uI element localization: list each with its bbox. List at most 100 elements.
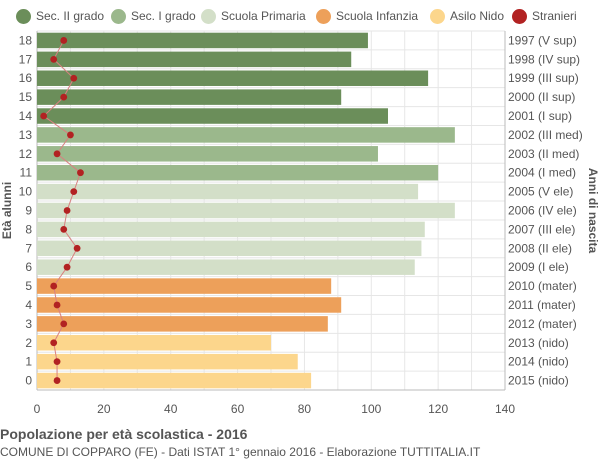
y-tick-label: 2 [25,336,32,350]
x-tick-label: 40 [164,402,178,416]
y-axis-title: Età alunni [0,182,14,239]
legend-swatch-scuola-primaria [201,8,216,24]
bar-age-2 [37,335,271,351]
legend-item-scuola-primaria[interactable]: Scuola Primaria [201,6,306,26]
y-axis-title-right: Anni di nascita [586,168,600,254]
bar-age-6 [37,259,415,275]
y-tick-label: 15 [19,90,33,104]
y-tick-label: 8 [25,222,32,236]
bar-age-4 [37,297,342,313]
bar-age-16 [37,70,429,86]
bar-age-0 [37,372,312,389]
legend-label-sec-ii-grado: Sec. II grado [36,9,105,23]
stranieri-point [63,263,71,271]
y-tick-label-right: 2007 (III ele) [508,222,575,236]
y-tick-label-right: 1998 (IV sup) [508,52,580,66]
stranieri-point [60,37,68,44]
stranieri-point [53,150,61,158]
bar-age-13 [37,127,455,143]
y-tick-label-right: 2008 (II ele) [508,241,572,255]
legend-swatch-asilo-nido [430,8,445,24]
y-tick-label-right: 2004 (I med) [508,166,576,180]
y-tick-label-right: 2010 (mater) [508,279,577,293]
x-tick-label: 140 [495,402,515,416]
y-tick-label: 10 [19,185,33,199]
y-tick-label-right: 2001 (I sup) [508,109,572,123]
bar-age-12 [37,146,378,162]
legend: Sec. II grado Sec. I grado Scuola Primar… [0,6,600,26]
y-tick-label-right: 2009 (I ele) [508,260,569,274]
bar-age-15 [37,89,342,105]
y-tick-label-right: 2015 (nido) [508,374,569,388]
y-tick-label: 14 [19,109,33,123]
legend-label-scuola-infanzia: Scuola Infanzia [336,9,419,23]
y-tick-label: 3 [25,317,32,331]
legend-swatch-stranieri [512,8,527,24]
bars [37,32,455,389]
bar-age-5 [37,278,332,294]
y-tick-label: 0 [25,374,32,388]
y-tick-label-right: 2002 (III med) [508,128,583,142]
x-tick-label: 20 [97,402,111,416]
stranieri-point [53,358,61,366]
y-tick-label: 4 [25,298,32,312]
bar-age-8 [37,221,425,238]
y-tick-label-right: 2005 (V ele) [508,185,573,199]
stranieri-point [53,377,61,384]
stranieri-point [50,339,58,347]
y-tick-label-right: 1999 (III sup) [508,71,579,85]
bar-age-7 [37,240,422,257]
stranieri-point [50,55,58,63]
y-tick-label-right: 2012 (mater) [508,317,577,331]
y-tick-label: 5 [25,279,32,293]
y-tick-label: 13 [19,128,33,142]
stranieri-point [70,188,78,196]
bar-age-18 [37,32,368,49]
y-tick-label-right: 2014 (nido) [508,355,569,369]
legend-item-sec-i-grado[interactable]: Sec. I grado [111,6,196,26]
legend-item-asilo-nido[interactable]: Asilo Nido [430,6,504,26]
y-tick-label: 7 [25,241,32,255]
stranieri-point [63,207,71,214]
x-tick-label: 60 [231,402,245,416]
stranieri-point [70,74,78,82]
stranieri-point [60,93,68,101]
legend-swatch-sec-i-grado [111,8,126,24]
legend-item-sec-ii-grado[interactable]: Sec. II grado [16,6,104,26]
legend-item-scuola-infanzia[interactable]: Scuola Infanzia [316,6,418,26]
legend-swatch-sec-ii-grado [16,8,31,24]
legend-label-stranieri: Stranieri [532,9,577,23]
y-tick-label: 12 [19,147,33,161]
bar-age-17 [37,51,352,68]
stranieri-point [50,282,58,290]
y-tick-label: 9 [25,204,32,218]
chart-footer-title: Popolazione per età scolastica - 2016 [0,426,248,442]
x-tick-label: 120 [428,402,448,416]
y-tick-label: 16 [19,71,33,85]
x-tick-label: 100 [361,402,381,416]
legend-item-stranieri[interactable]: Stranieri [512,6,577,26]
stranieri-point [53,301,61,309]
bar-age-14 [37,108,388,124]
bar-age-10 [37,183,419,200]
y-tick-label: 17 [19,52,33,66]
y-tick-label-right: 2003 (II med) [508,147,579,161]
stranieri-point [73,244,81,252]
stranieri-point [67,131,74,139]
legend-label-sec-i-grado: Sec. I grado [131,9,196,23]
y-tick-label-right: 2013 (nido) [508,336,569,350]
bar-age-11 [37,164,439,181]
legend-label-scuola-primaria: Scuola Primaria [221,9,306,23]
bar-age-1 [37,353,298,370]
y-tick-label: 1 [25,355,32,369]
x-tick-label: 0 [34,402,41,416]
y-tick-label: 6 [25,260,32,274]
chart-footer-subtitle: COMUNE DI COPPARO (FE) - Dati ISTAT 1° g… [0,445,481,459]
legend-swatch-scuola-infanzia [316,8,331,24]
y-tick-label: 11 [20,166,33,180]
stranieri-point [60,225,68,233]
y-tick-label-right: 2000 (II sup) [508,90,575,104]
stranieri-point [60,320,68,328]
